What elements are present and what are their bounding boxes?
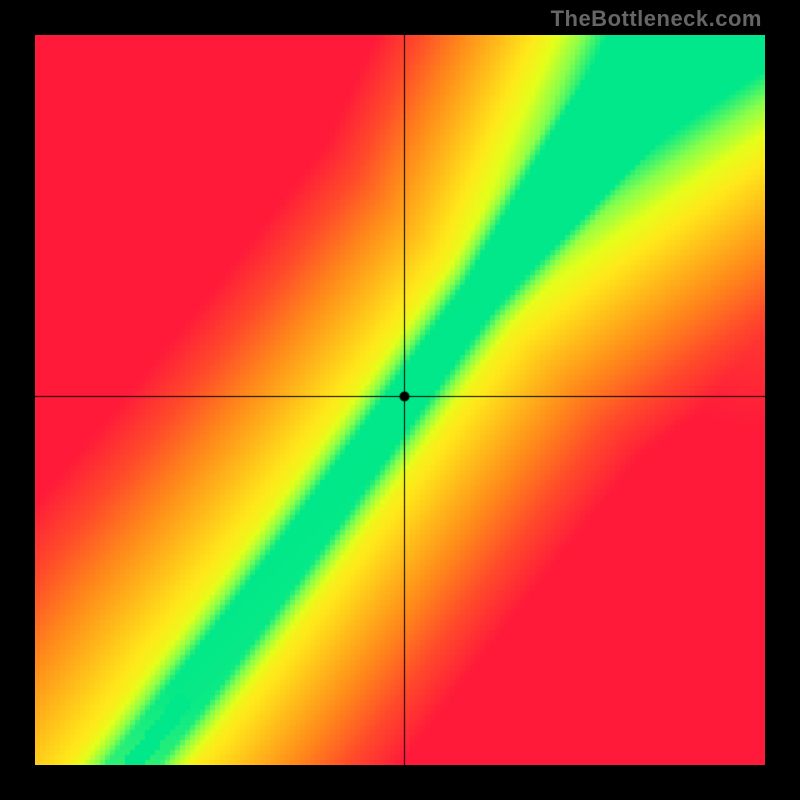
chart-container: { "watermark": { "text": "TheBottleneck.… [0, 0, 800, 800]
watermark-text: TheBottleneck.com [551, 6, 762, 32]
bottleneck-heatmap [35, 35, 765, 765]
